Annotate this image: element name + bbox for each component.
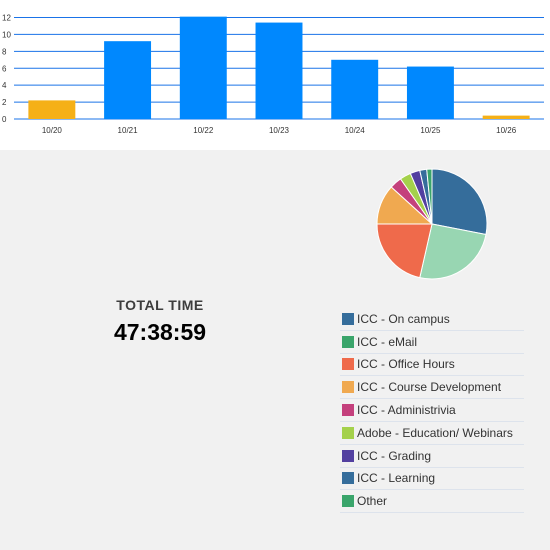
y-tick-label: 10 (2, 30, 11, 39)
legend-swatch (342, 312, 354, 325)
x-tick-label: 10/25 (420, 126, 441, 135)
total-time-label: TOTAL TIME (116, 297, 204, 313)
bar-10-24[interactable] (331, 59, 379, 119)
y-tick-label: 6 (2, 64, 7, 73)
daily-hours-bar-chart: 0 2 4 6 8 10 12 10/20 10/21 10/22 10/23 10/24 10/25 1… (0, 0, 550, 150)
x-tick-label: 10/23 (269, 126, 290, 135)
legend-item-icc-office-hours[interactable]: ICC - Office Hours (340, 354, 524, 377)
legend-swatch (342, 358, 354, 371)
pie-slice-icc-on-campus[interactable] (431, 168, 488, 236)
legend-label: ICC - Learning (357, 471, 436, 486)
pie-legend: ICC - On campus ICC - eMail ICC - Office H… (340, 308, 524, 514)
legend-item-icc-grading[interactable]: ICC - Grading (340, 445, 524, 468)
legend-item-icc-administrivia[interactable]: ICC - Administrivia (340, 399, 524, 422)
legend-swatch (342, 495, 354, 508)
x-tick-label: 10/24 (345, 126, 366, 135)
legend-label: Other (357, 494, 388, 509)
legend-label: ICC - Course Development (357, 380, 502, 395)
legend-swatch (342, 404, 354, 417)
legend-item-other[interactable]: Other (340, 490, 524, 514)
bar-10-20[interactable] (28, 100, 76, 119)
x-tick-label: 10/21 (118, 126, 139, 135)
legend-item-icc-course-development[interactable]: ICC - Course Development (340, 376, 524, 400)
bar-chart-svg: 0 2 4 6 8 10 12 10/20 10/21 10/22 10/23 10/24 10/25 1… (2, 14, 544, 135)
legend-swatch (342, 449, 354, 462)
y-tick-label: 8 (2, 47, 7, 56)
legend-item-icc-on-campus[interactable]: ICC - On campus (340, 308, 524, 331)
pie-slice-icc-email[interactable] (419, 223, 487, 280)
legend-label: ICC - Office Hours (357, 357, 455, 372)
legend-swatch (342, 426, 354, 439)
legend-swatch (342, 335, 354, 348)
bar-10-22[interactable] (179, 16, 227, 119)
legend-swatch (342, 472, 354, 485)
category-pie-chart (376, 168, 488, 280)
legend-swatch (342, 381, 354, 394)
legend-label: Adobe - Education/ Webinars (357, 425, 513, 440)
x-tick-label: 10/26 (496, 126, 517, 135)
x-tick-label: 10/20 (42, 126, 63, 135)
legend-label: ICC - Grading (357, 448, 432, 463)
legend-item-icc-learning[interactable]: ICC - Learning (340, 468, 524, 491)
total-time-value: 47:38:59 (113, 319, 207, 345)
y-tick-label: 0 (2, 115, 7, 124)
legend-item-icc-email[interactable]: ICC - eMail (340, 331, 524, 354)
total-time-panel: TOTAL TIME 47:38:59 (60, 297, 260, 346)
y-tick-label: 2 (2, 98, 7, 107)
bar-10-21[interactable] (104, 41, 152, 119)
legend-label: ICC - Administrivia (357, 403, 456, 418)
legend-label: ICC - eMail (357, 334, 418, 349)
pie-slice-icc-office-hours[interactable] (376, 223, 433, 279)
legend-label: ICC - On campus (357, 311, 450, 326)
bar-10-25[interactable] (406, 66, 454, 119)
pie-slice-other[interactable] (426, 168, 433, 225)
y-tick-label: 12 (2, 14, 11, 23)
x-tick-label: 10/22 (193, 126, 214, 135)
bar-10-23[interactable] (255, 22, 303, 120)
bar-10-26[interactable] (482, 115, 530, 119)
y-tick-label: 4 (2, 81, 7, 90)
legend-item-adobe-education-webinars[interactable]: Adobe - Education/ Webinars (340, 422, 524, 445)
